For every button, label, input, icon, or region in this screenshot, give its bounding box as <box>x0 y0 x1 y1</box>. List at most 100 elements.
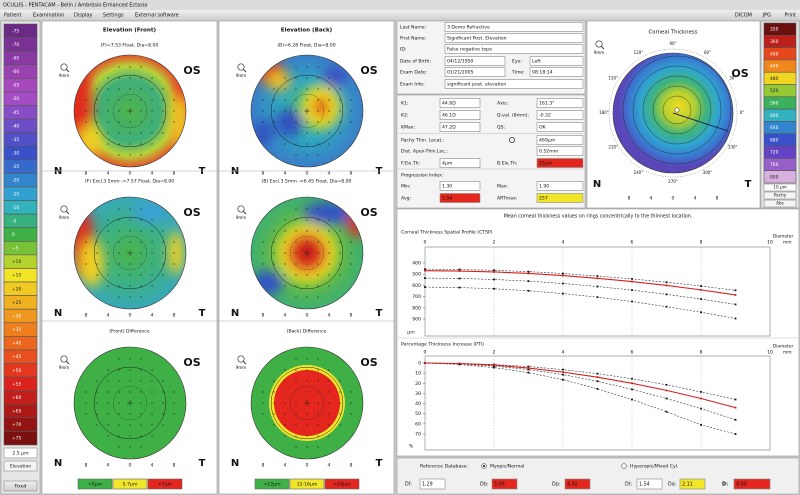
map-dot <box>295 424 297 426</box>
scale-mode-box <box>3 460 38 472</box>
field-label: Eye: <box>512 59 522 65</box>
map-dot <box>306 285 308 287</box>
map-dot <box>140 435 142 437</box>
map-dot <box>317 230 319 232</box>
map-dot <box>129 446 131 448</box>
window-title: OCULUS - PENTACAM - Belin / Ambrósio Enh… <box>3 2 147 9</box>
map-dot <box>317 219 319 221</box>
map-dot <box>306 154 308 156</box>
map-dot <box>273 99 275 101</box>
map-dot <box>107 88 109 90</box>
map-dot <box>107 121 109 123</box>
field-label: Q-val. (8mm): <box>497 113 529 119</box>
map-dot <box>118 143 120 145</box>
reference-panel <box>396 457 800 495</box>
series-point <box>631 300 633 303</box>
isopach <box>662 95 692 125</box>
map-dot <box>295 143 297 145</box>
map-dot <box>107 402 109 404</box>
map-dot <box>295 110 297 112</box>
scale-lock-button[interactable] <box>3 480 38 492</box>
scale-swatch <box>3 240 38 256</box>
map-dot <box>350 391 352 393</box>
map-dot <box>273 263 275 265</box>
menu-item[interactable]: Examination <box>33 13 64 19</box>
map-dot <box>118 380 120 382</box>
menu-item[interactable]: Display <box>74 13 92 19</box>
scale-label: -25 <box>12 164 19 170</box>
map-dot <box>306 413 308 415</box>
map-axis-label: 0 <box>129 463 132 469</box>
map-dot <box>140 77 142 79</box>
compass-label: 60° <box>704 50 711 55</box>
map-axis-label: 4 <box>328 171 331 177</box>
map-dot <box>140 88 142 90</box>
map-dot <box>129 241 131 243</box>
field-box <box>636 478 663 490</box>
map-dot <box>284 99 286 101</box>
map-dot <box>85 99 87 101</box>
map-outline <box>73 346 187 460</box>
map-dot <box>129 230 131 232</box>
map-dot <box>284 413 286 415</box>
scale-label: +30 <box>12 313 21 319</box>
toolbar-button[interactable]: JPG <box>762 13 771 19</box>
series-point <box>424 268 426 271</box>
map-axis-label: 0 <box>306 463 309 469</box>
map-axis-label: 0 <box>306 171 309 177</box>
map-dot <box>295 380 297 382</box>
map-dot <box>140 263 142 265</box>
map-dot <box>96 402 98 404</box>
field-value: 44.6D <box>442 101 456 107</box>
map-dot <box>295 446 297 448</box>
map-dot <box>295 132 297 134</box>
compass-label: 120° <box>634 50 644 55</box>
toolbar-button[interactable]: DICOM <box>735 13 752 19</box>
map-dot <box>107 263 109 265</box>
section-title: Progression Index: <box>401 173 444 179</box>
y-tick-label: 70 <box>415 432 421 438</box>
y-tick-label: 60 <box>415 421 421 427</box>
map-dot <box>339 121 341 123</box>
x-tick-label: 4 <box>562 350 565 356</box>
menu-item[interactable]: Settings <box>103 13 124 19</box>
map-dot <box>306 77 308 79</box>
map-dot <box>162 274 164 276</box>
scale-label: +45 <box>12 354 21 360</box>
map-dot <box>118 424 120 426</box>
compass-label: 180° <box>599 110 609 115</box>
scale-kind: Abs <box>776 201 784 206</box>
series-point <box>527 280 530 283</box>
map-dot <box>85 413 87 415</box>
scale-swatch <box>3 173 38 188</box>
map-blob <box>168 231 184 275</box>
scale-label: 720 <box>770 150 779 156</box>
isopach <box>622 55 732 165</box>
menu-item[interactable]: Patient <box>4 13 21 19</box>
radio-button[interactable] <box>621 463 627 469</box>
field-value: 3 Demo Refractive <box>447 25 490 31</box>
series-point <box>700 288 702 291</box>
field-label: Dist. Apex-Thin.Loc.: <box>401 149 448 155</box>
map-dot <box>306 241 308 243</box>
x-tick-label: 6 <box>631 240 634 246</box>
map-axis-label: 0 <box>129 313 132 319</box>
map-axis-label: 4 <box>650 196 653 202</box>
field-label: Max: <box>497 184 508 190</box>
map-dot <box>317 132 319 134</box>
map-dot <box>85 241 87 243</box>
scale-label: +65 <box>12 409 21 415</box>
legend-swatch <box>324 478 360 490</box>
map-dot <box>129 143 131 145</box>
series-point <box>665 284 668 287</box>
map-dot <box>328 274 330 276</box>
map-dot <box>306 88 308 90</box>
menu-item[interactable]: External software <box>135 13 179 19</box>
map-dot <box>295 435 297 437</box>
zone-circle-inner <box>112 386 147 421</box>
scale-label: -60 <box>12 69 19 75</box>
scale-label: -10 <box>12 205 19 211</box>
map-axis-label: 8 <box>262 171 265 177</box>
toolbar-button[interactable]: Print <box>784 13 796 19</box>
legend-label: 5-7µm <box>123 482 138 488</box>
